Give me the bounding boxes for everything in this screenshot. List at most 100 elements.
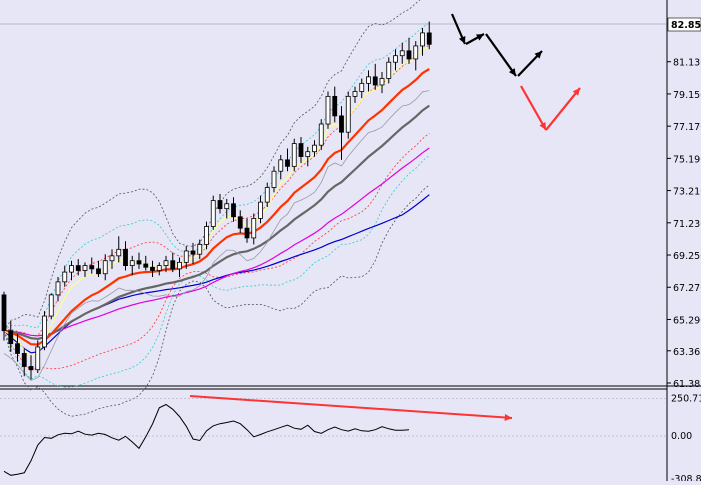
candle-body xyxy=(156,265,162,271)
candle-body xyxy=(163,260,169,267)
ema-mid-line xyxy=(3,68,430,346)
candle-body xyxy=(339,115,344,133)
candle-body xyxy=(150,266,155,271)
band-outer-upper xyxy=(3,0,421,331)
candle-body xyxy=(366,76,371,84)
candle-body xyxy=(264,187,270,203)
price-tick-label: 69.250 xyxy=(673,251,701,262)
price-tick-label: 63.365 xyxy=(673,347,701,358)
osc-tick-label: -308.80 xyxy=(671,474,701,481)
candle-body xyxy=(372,76,378,86)
candle-body xyxy=(123,248,128,267)
candle-body xyxy=(386,61,392,79)
price-tick-label: 77.170 xyxy=(673,122,701,133)
forecast-arrow-head xyxy=(539,122,546,130)
candle-body xyxy=(318,123,324,146)
forecast-arrow-red-1 xyxy=(520,85,547,131)
candle-body xyxy=(258,201,263,219)
candle-body xyxy=(224,203,230,210)
candle-body xyxy=(204,226,209,245)
candle-body xyxy=(42,315,47,348)
candle-body xyxy=(190,250,196,255)
candle-body xyxy=(413,45,419,60)
candle-body xyxy=(48,294,54,317)
candle-body xyxy=(379,78,385,86)
candle-body xyxy=(62,271,68,283)
candle-body xyxy=(15,343,20,354)
candle-body xyxy=(75,265,81,271)
candle-body xyxy=(298,143,304,157)
candle-body xyxy=(217,200,223,210)
current-price-tag xyxy=(667,17,701,32)
forecast-arrow-head xyxy=(534,51,542,59)
price-tick-label: 73.210 xyxy=(673,187,701,198)
candle-body xyxy=(129,260,135,267)
price-tick-label: 79.150 xyxy=(673,90,701,101)
candle-body xyxy=(406,50,412,60)
candle-body xyxy=(244,227,250,239)
candle-body xyxy=(345,95,351,133)
candle-body xyxy=(197,244,203,255)
ema-fast-line xyxy=(3,46,430,358)
candle-body xyxy=(359,82,365,92)
candle-body xyxy=(312,144,317,153)
candle-body xyxy=(278,159,284,172)
candle-body xyxy=(109,255,115,262)
candle-body xyxy=(102,260,108,275)
candle-body xyxy=(210,200,216,227)
candle-body xyxy=(237,216,243,229)
price-tick-label: 65.290 xyxy=(673,315,701,326)
forecast-arrow-red-2 xyxy=(545,87,581,131)
forecast-arrow-head xyxy=(458,36,466,44)
price-tick-label: 71.230 xyxy=(673,219,701,230)
candle-body xyxy=(291,143,297,167)
candle-body xyxy=(96,268,101,275)
candle-body xyxy=(420,32,425,47)
candle-body xyxy=(55,281,61,296)
band-outer-lower xyxy=(3,184,430,417)
candle-body xyxy=(426,32,432,45)
price-tick-label: 67.270 xyxy=(673,283,701,294)
candle-body xyxy=(352,91,358,97)
candle-body xyxy=(82,265,88,271)
candle-body xyxy=(177,261,182,270)
candle-body xyxy=(69,265,74,273)
candle-body xyxy=(251,218,257,239)
candle-body xyxy=(21,353,27,367)
candles-layer xyxy=(1,21,432,380)
bands-layer xyxy=(3,0,430,417)
candle-body xyxy=(28,366,34,371)
candle-body xyxy=(332,95,338,117)
candle-body xyxy=(305,151,311,157)
candle-body xyxy=(89,265,95,270)
candle-body xyxy=(143,263,149,268)
candle-body xyxy=(271,170,277,188)
candle-body xyxy=(116,248,122,257)
forecast-arrow-head xyxy=(476,34,484,41)
candle-body xyxy=(231,203,236,218)
candle-body xyxy=(1,294,7,332)
price-tick-label: 81.130 xyxy=(673,58,701,69)
ma-magenta-line xyxy=(3,147,430,337)
price-tick-label: 61.385 xyxy=(673,379,701,390)
price-tick-label: 75.190 xyxy=(673,154,701,165)
forecast-arrow-head xyxy=(572,88,580,96)
candle-body xyxy=(8,330,14,345)
candle-body xyxy=(170,260,176,270)
divergence-trendline xyxy=(189,395,513,419)
ema-slow-line xyxy=(3,104,430,341)
oscillator-layer: 250.716 0.00 -308.80 xyxy=(0,393,701,485)
candle-body xyxy=(325,95,331,125)
osc-tick-label: 250.716 xyxy=(671,393,701,404)
forecast-arrow-black-3 xyxy=(485,33,517,77)
candle-body xyxy=(393,55,398,63)
candle-body xyxy=(136,260,142,265)
ema-fast-lower-line xyxy=(3,90,430,381)
candle-body xyxy=(285,159,290,167)
current-price-label: 82.850 xyxy=(671,20,701,31)
candle-body xyxy=(35,346,41,371)
forecast-arrow-head xyxy=(508,68,516,76)
